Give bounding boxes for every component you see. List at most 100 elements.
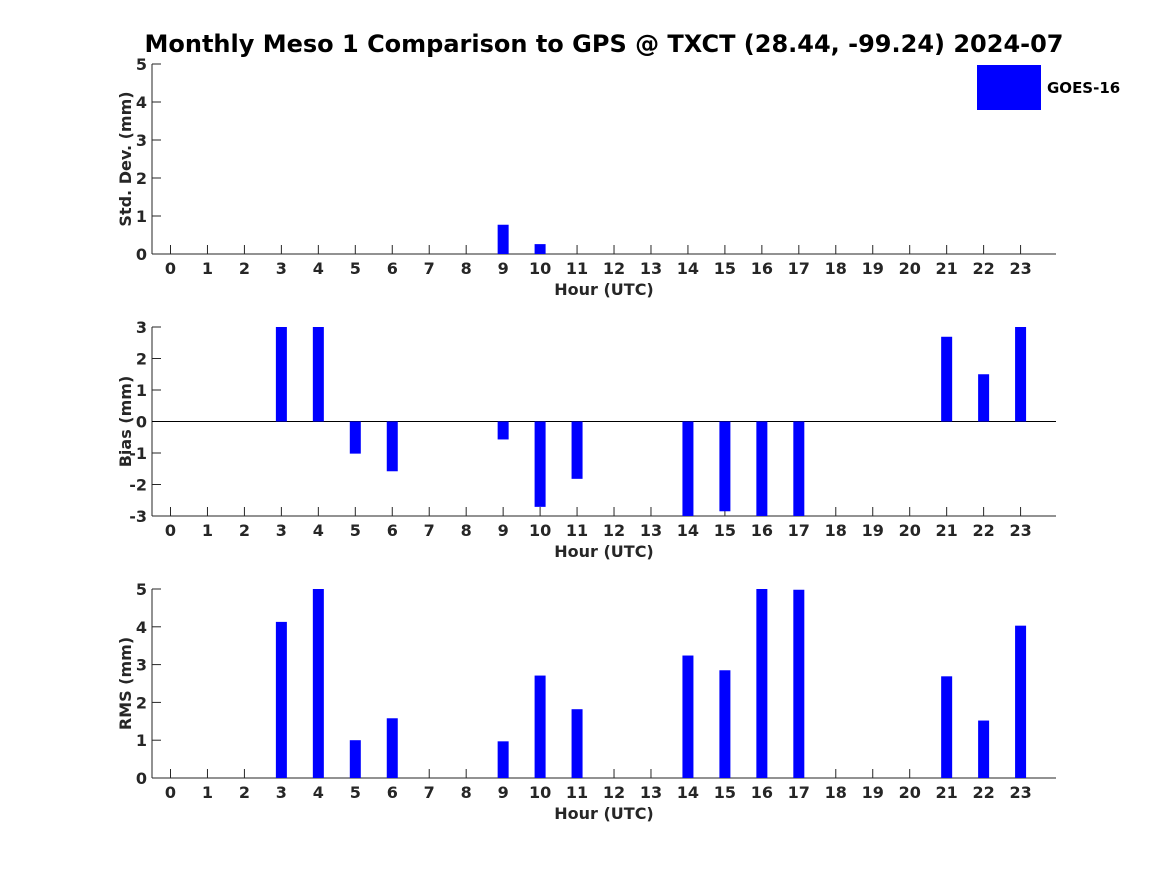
x-tick-label: 17 (788, 521, 810, 540)
bar-hour-16 (756, 589, 768, 778)
x-tick-label: 15 (714, 521, 736, 540)
y-tick-label: -3 (129, 507, 147, 526)
x-tick-label: 18 (825, 521, 847, 540)
x-tick-label: 8 (461, 521, 472, 540)
x-tick-label: 18 (825, 259, 847, 278)
x-tick-label: 9 (498, 783, 509, 802)
bar-hour-23 (1015, 625, 1027, 778)
bar-hour-10 (534, 675, 546, 778)
x-tick-label: 21 (936, 783, 958, 802)
x-tick-label: 12 (603, 521, 625, 540)
y-axis-label: Bias (mm) (116, 376, 135, 468)
x-tick-label: 3 (276, 783, 287, 802)
x-tick-label: 11 (566, 259, 588, 278)
bar-hour-16 (756, 421, 768, 516)
x-tick-label: 23 (1009, 783, 1031, 802)
bar-hour-22 (978, 720, 990, 778)
x-tick-label: 8 (461, 259, 472, 278)
x-tick-label: 0 (165, 521, 176, 540)
bar-hour-15 (719, 670, 731, 778)
x-tick-label: 22 (972, 521, 994, 540)
x-tick-label: 12 (603, 783, 625, 802)
x-tick-label: 10 (529, 521, 551, 540)
x-tick-label: 14 (677, 783, 699, 802)
legend-swatch (977, 65, 1041, 110)
x-tick-label: 1 (202, 783, 213, 802)
x-tick-label: 5 (350, 783, 361, 802)
bar-hour-9 (497, 224, 509, 254)
x-tick-label: 18 (825, 783, 847, 802)
y-tick-label: 1 (136, 731, 147, 750)
x-axis-label: Hour (UTC) (554, 280, 654, 299)
bar-hour-10 (534, 244, 546, 254)
y-tick-label: 0 (136, 769, 147, 788)
x-tick-label: 13 (640, 259, 662, 278)
x-tick-label: 15 (714, 259, 736, 278)
x-tick-label: 19 (862, 783, 884, 802)
x-tick-label: 17 (788, 259, 810, 278)
y-tick-label: -1 (129, 444, 147, 463)
bar-hour-4 (312, 589, 324, 778)
y-tick-label: 4 (136, 93, 147, 112)
y-tick-label: 5 (136, 580, 147, 599)
x-tick-label: 4 (313, 259, 324, 278)
x-tick-label: 11 (566, 521, 588, 540)
x-tick-label: 15 (714, 783, 736, 802)
x-tick-label: 9 (498, 259, 509, 278)
y-tick-label: 2 (136, 350, 147, 369)
x-tick-label: 22 (972, 259, 994, 278)
x-tick-label: 7 (424, 521, 435, 540)
x-tick-label: 22 (972, 783, 994, 802)
x-tick-label: 2 (239, 783, 250, 802)
y-tick-label: 0 (136, 245, 147, 264)
bar-hour-23 (1015, 327, 1027, 422)
x-tick-label: 20 (899, 521, 921, 540)
bar-hour-3 (275, 621, 287, 778)
bar-hour-10 (534, 421, 546, 507)
legend-label: GOES-16 (1047, 79, 1120, 97)
x-tick-label: 10 (529, 259, 551, 278)
x-tick-label: 9 (498, 521, 509, 540)
x-tick-label: 0 (165, 783, 176, 802)
bar-hour-11 (571, 709, 583, 778)
y-tick-label: 2 (136, 169, 147, 188)
y-tick-label: 2 (136, 693, 147, 712)
y-tick-label: 1 (136, 381, 147, 400)
y-tick-label: 3 (136, 131, 147, 150)
bar-hour-21 (941, 336, 953, 422)
y-axis-label: RMS (mm) (116, 637, 135, 730)
x-tick-label: 2 (239, 521, 250, 540)
x-tick-label: 23 (1009, 259, 1031, 278)
x-tick-label: 1 (202, 521, 213, 540)
x-tick-label: 4 (313, 783, 324, 802)
bar-hour-5 (349, 740, 361, 778)
legend: GOES-16 (977, 65, 1120, 110)
x-tick-label: 16 (751, 521, 773, 540)
x-tick-label: 6 (387, 783, 398, 802)
x-tick-label: 6 (387, 521, 398, 540)
x-tick-label: 13 (640, 783, 662, 802)
y-tick-label: 3 (136, 656, 147, 675)
x-tick-label: 11 (566, 783, 588, 802)
y-tick-label: 1 (136, 207, 147, 226)
x-tick-label: 21 (936, 521, 958, 540)
bar-hour-3 (275, 327, 287, 422)
bar-hour-4 (312, 327, 324, 422)
x-tick-label: 3 (276, 259, 287, 278)
x-tick-label: 16 (751, 783, 773, 802)
x-tick-label: 7 (424, 783, 435, 802)
bar-hour-11 (571, 421, 583, 479)
x-tick-label: 17 (788, 783, 810, 802)
bar-hour-9 (497, 741, 509, 778)
x-tick-label: 1 (202, 259, 213, 278)
x-tick-label: 21 (936, 259, 958, 278)
x-tick-label: 5 (350, 259, 361, 278)
bar-hour-14 (682, 421, 694, 516)
bar-hour-21 (941, 676, 953, 778)
bar-hour-6 (386, 421, 398, 472)
x-tick-label: 20 (899, 259, 921, 278)
